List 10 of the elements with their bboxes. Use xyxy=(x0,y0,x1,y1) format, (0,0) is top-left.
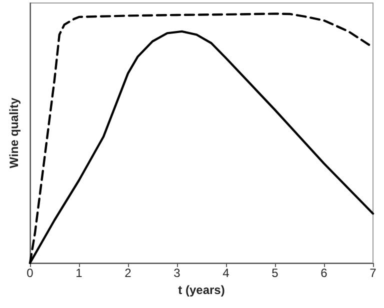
x-tick-label: 1 xyxy=(76,266,83,280)
x-axis-title: t (years) xyxy=(178,282,225,297)
y-axis-title: Wine quality xyxy=(7,97,21,168)
x-tick-label: 6 xyxy=(320,266,328,280)
x-tick-label: 0 xyxy=(26,266,34,280)
x-tick-label: 4 xyxy=(222,266,230,280)
x-tick-label: 7 xyxy=(370,266,377,280)
x-tick-label: 2 xyxy=(124,266,132,280)
x-tick-label: 3 xyxy=(174,266,181,280)
x-tick-label: 5 xyxy=(272,266,279,280)
